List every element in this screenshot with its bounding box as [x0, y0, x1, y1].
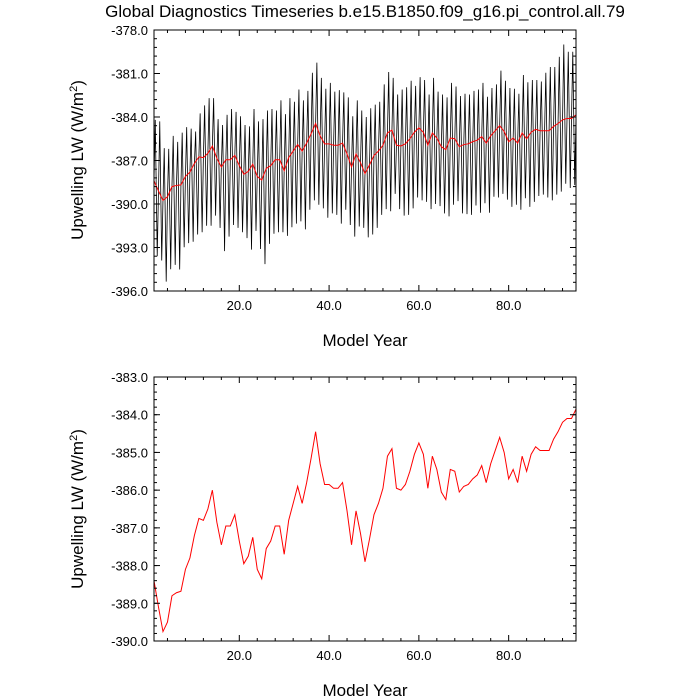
top-xtick-label: 60.0	[406, 298, 431, 313]
top-ytick-label: -396.0	[111, 284, 148, 299]
top-marks	[153, 44, 577, 282]
bottom-ytick-label: -388.0	[111, 559, 148, 574]
top-xtick-label: 20.0	[227, 298, 252, 313]
bottom-plot-frame	[153, 376, 577, 642]
panel-bottom-annual: 20.0 40.0 60.0 80.0 -383.0 -384.0 -385.0 -386.0…	[68, 370, 577, 700]
top-y-axis-label: Upwelling LW (W/m2)	[68, 80, 87, 240]
bottom-ticks: 20.0 40.0 60.0 80.0 -383.0 -384.0 -385.0 -386.0…	[111, 370, 576, 663]
bottom-marks	[153, 408, 577, 634]
bottom-ytick-label: -383.0	[111, 370, 148, 385]
top-monthly-series-line	[153, 44, 577, 282]
top-ytick-label: -387.0	[111, 154, 148, 169]
bottom-x-axis-label: Model Year	[322, 681, 407, 700]
bottom-xtick-label: 60.0	[406, 648, 431, 663]
bottom-xtick-label: 80.0	[496, 648, 521, 663]
bottom-xtick-label: 20.0	[227, 648, 252, 663]
top-ytick-label: -384.0	[111, 110, 148, 125]
bottom-annual-mean-line	[153, 408, 577, 634]
top-xtick-label: 40.0	[316, 298, 341, 313]
top-ticks: 20.0 40.0 60.0 80.0 -378.0 -381.0 -384.0 -387.0…	[111, 23, 576, 313]
figure-title: Global Diagnostics Timeseries b.e15.B185…	[105, 2, 625, 21]
bottom-xtick-label: 40.0	[316, 648, 341, 663]
bottom-ytick-label: -387.0	[111, 521, 148, 536]
top-xtick-label: 80.0	[496, 298, 521, 313]
panel-top-monthly: 20.0 40.0 60.0 80.0 -378.0 -381.0 -384.0 -387.0…	[68, 23, 577, 350]
bottom-ytick-label: -384.0	[111, 408, 148, 423]
top-annual-mean-line	[153, 114, 577, 202]
top-ytick-label: -393.0	[111, 241, 148, 256]
bottom-ytick-label: -390.0	[111, 634, 148, 649]
top-x-axis-label: Model Year	[322, 331, 407, 350]
top-ytick-label: -381.0	[111, 67, 148, 82]
top-ytick-label: -390.0	[111, 197, 148, 212]
bottom-ytick-label: -385.0	[111, 445, 148, 460]
bottom-ytick-label: -389.0	[111, 596, 148, 611]
top-ytick-label: -378.0	[111, 23, 148, 38]
bottom-ytick-label: -386.0	[111, 483, 148, 498]
bottom-y-axis-label: Upwelling LW (W/m2)	[68, 429, 87, 589]
